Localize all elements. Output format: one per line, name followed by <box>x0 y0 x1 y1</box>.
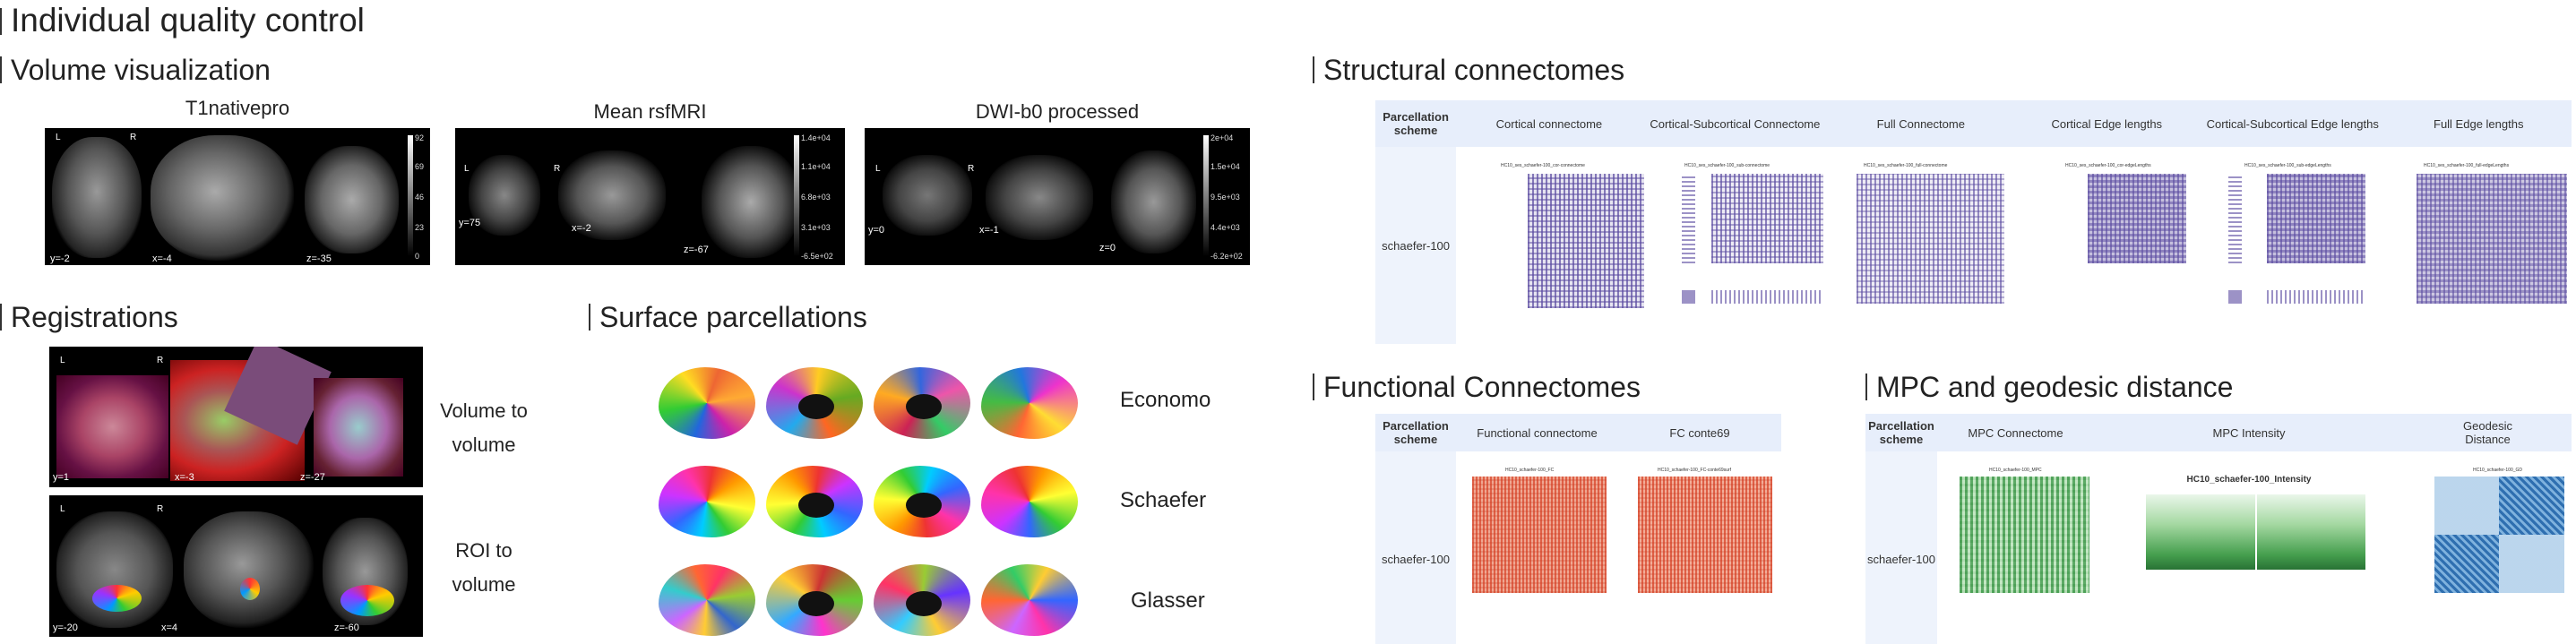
functional-header-col: FC conte69 <box>1669 425 1730 440</box>
structural-thumb-cortsub <box>1682 174 1695 263</box>
structural-header-col: Cortical-Subcortical Connectome <box>1650 116 1821 131</box>
functional-header-col: Functional connectome <box>1477 425 1598 440</box>
structural-thumb-sub-edge-corner <box>2228 290 2242 304</box>
surface-brains <box>654 363 1084 640</box>
registration-label-roi: ROI to volume <box>452 539 516 596</box>
mpc-thumb-geodesic <box>2434 477 2564 593</box>
functional-thumb-title: HC10_schaefer-100_FC-conte69surf <box>1658 468 1731 473</box>
mpc-thumb-title: HC10_schaefer-100_GD <box>2473 468 2523 473</box>
structural-thumb-cortsub-corner <box>1682 290 1695 304</box>
registrations-section-title: Registrations <box>0 301 178 334</box>
mpc-intensity-title: HC10_schaefer-100_Intensity <box>2186 475 2312 485</box>
volume-panel-t1: L R y=-2 x=-4 z=-35 92 69 46 23 0 <box>45 128 430 265</box>
mpc-thumb-title: HC10_schaefer-100_MPC <box>1989 468 2042 473</box>
mpc-header-col: MPC Connectome <box>1968 425 2063 440</box>
registration-panel-volume: L R y=1 x=-3 z=-27 <box>49 347 423 487</box>
structural-thumb-sub-edge-main <box>2267 174 2365 263</box>
volume-label-dwi: DWI-b0 processed <box>975 100 1140 123</box>
functional-thumb-fc <box>1472 477 1607 593</box>
structural-thumb-full <box>1857 174 2004 304</box>
volume-label-t1: T1nativepro <box>185 97 290 119</box>
surface-label-economo: Economo <box>1120 388 1211 412</box>
functional-header-parcellation: Parcellation scheme <box>1383 419 1449 446</box>
structural-header-col: Cortical-Subcortical Edge lengths <box>2206 116 2379 131</box>
structural-header-parcellation: Parcellation scheme <box>1383 110 1449 137</box>
structural-thumb-sub-edge <box>2228 174 2242 263</box>
mpc-intensity-divider <box>2255 494 2257 570</box>
mpc-thumb-connectome <box>1960 477 2089 593</box>
functional-thumb-title: HC10_schaefer-100_FC <box>1505 468 1555 473</box>
surface-section-title: Surface parcellations <box>589 301 867 334</box>
mpc-header-parcellation: Parcellation scheme <box>1868 419 1934 446</box>
functional-section-title: Functional Connectomes <box>1313 371 1641 404</box>
functional-row-label: schaefer-100 <box>1375 451 1456 644</box>
structural-header-col: Cortical connectome <box>1495 116 1603 131</box>
mpc-section-title: MPC and geodesic distance <box>1865 371 2233 404</box>
volume-label-rsfmri: Mean rsfMRI <box>593 100 707 123</box>
volume-panel-rsfmri: L R y=75 x=-2 z=-67 1.4e+04 1.1e+04 6.8e… <box>455 128 845 265</box>
surface-label-glasser: Glasser <box>1131 588 1205 613</box>
functional-thumb-conte69 <box>1638 477 1772 593</box>
structural-thumb-cor-edge <box>2088 174 2186 263</box>
structural-header-col: Cortical Edge lengths <box>2051 116 2163 131</box>
page-title: Individual quality control <box>0 2 365 39</box>
structural-thumb-cortsub-main <box>1711 174 1823 263</box>
structural-thumb-sub-edge-strip <box>2267 290 2365 304</box>
volume-section-title: Volume visualization <box>0 54 271 87</box>
mpc-header-col: MPC Intensity <box>2212 425 2286 440</box>
structural-thumbnails: HC10_ses_schaefer-100_cor-connectome HC1… <box>1456 147 2572 344</box>
mpc-row-label: schaefer-100 <box>1865 451 1937 644</box>
surface-label-schaefer: Schaefer <box>1120 488 1207 512</box>
registration-label-volume: Volume to volume <box>440 399 528 456</box>
registration-panel-roi: L R y=-20 x=4 z=-60 <box>49 495 423 637</box>
structural-header-col: Full Connectome <box>1876 116 1965 131</box>
structural-thumb-cortical <box>1528 174 1644 308</box>
structural-row-label: schaefer-100 <box>1375 147 1457 344</box>
volume-panel-dwi: L R y=0 x=-1 z=0 2e+04 1.5e+04 9.5e+03 4… <box>865 128 1250 265</box>
structural-thumb-full-edge <box>2417 174 2567 304</box>
structural-thumb-cortsub-strip <box>1711 290 1823 304</box>
structural-header-col: Full Edge lengths <box>2434 116 2524 131</box>
structural-section-title: Structural connectomes <box>1313 54 1624 87</box>
mpc-header-col: Geodesic Distance <box>2463 419 2512 446</box>
